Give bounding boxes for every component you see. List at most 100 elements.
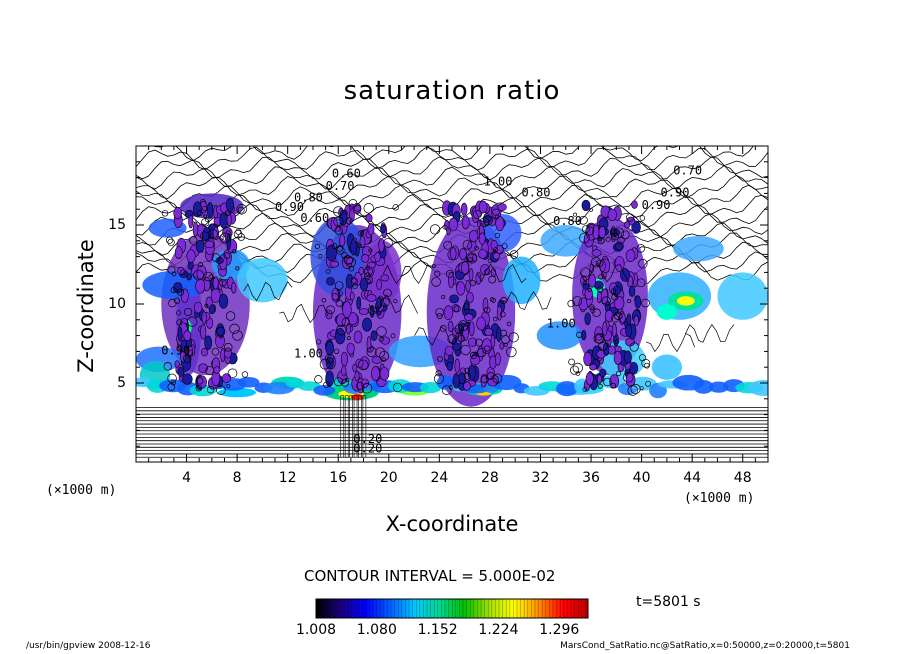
contour-line <box>358 395 362 458</box>
speckle <box>177 326 183 342</box>
speckle <box>476 316 486 331</box>
speckle <box>628 285 636 297</box>
contour-scribble <box>493 247 499 252</box>
speckle <box>346 342 355 355</box>
speckle <box>224 347 232 359</box>
contour-line <box>684 323 735 343</box>
speckle <box>447 271 455 289</box>
speckle <box>331 288 339 303</box>
contour-scribble <box>319 358 331 370</box>
contour-scribble <box>224 210 231 217</box>
contour-scribble <box>364 272 371 280</box>
speckle <box>374 252 381 263</box>
speckle <box>480 373 487 388</box>
speckle <box>449 294 459 304</box>
contour-scribble <box>644 362 650 369</box>
saturation-band <box>313 385 336 396</box>
speckle <box>325 340 334 356</box>
speckle <box>340 351 348 367</box>
contour-scribble <box>429 224 441 235</box>
speckle <box>588 273 597 288</box>
speckle <box>342 301 352 318</box>
contour-scribble <box>613 311 623 321</box>
speckle <box>180 288 189 303</box>
contour-scribble <box>472 209 482 219</box>
y-tick-label: 10 <box>108 296 126 312</box>
speckle <box>183 330 192 342</box>
speckle <box>613 296 625 310</box>
speckle <box>186 249 196 263</box>
speckle <box>354 370 360 382</box>
contour-scribble <box>594 333 605 344</box>
contour-scribble <box>567 300 575 308</box>
speckle <box>607 208 617 222</box>
contour-label: 0.80 <box>553 214 582 228</box>
x-tick-label: 16 <box>329 470 348 486</box>
speckle <box>339 234 346 247</box>
saturation-region <box>536 321 583 350</box>
speckle <box>448 217 458 232</box>
contour-scribble <box>357 243 362 249</box>
speckle <box>174 246 183 260</box>
speckle <box>217 278 223 291</box>
contour-scribble <box>357 359 369 371</box>
speckle <box>585 372 594 386</box>
speckle <box>366 336 372 353</box>
contour-scribble <box>334 281 344 290</box>
speckle <box>359 278 369 291</box>
speckle <box>625 324 632 338</box>
contour-scribble <box>579 232 590 244</box>
contour-scribble <box>375 347 386 358</box>
contour-scribble <box>474 245 479 251</box>
x-tick-label: 36 <box>582 470 600 486</box>
contour-scribble <box>223 252 231 259</box>
saturation-region <box>502 256 541 304</box>
contour-scribble <box>227 368 238 379</box>
contour-scribble <box>597 383 603 389</box>
speckle <box>378 237 385 253</box>
contour-line <box>349 395 353 458</box>
contour-scribble <box>576 331 583 338</box>
speckle <box>478 200 488 214</box>
x-tick-label: 48 <box>733 470 752 486</box>
speckle <box>614 255 625 272</box>
saturation-band <box>556 381 579 397</box>
y-axis-unit: (×1000 m) <box>46 483 117 498</box>
contour-scribble <box>343 255 354 265</box>
contour-scribble <box>611 293 619 301</box>
contour-scribble <box>636 244 646 253</box>
contour-scribble <box>357 230 364 237</box>
contour-scribble <box>334 226 343 235</box>
contour-scribble <box>499 311 506 318</box>
contour-scribble <box>215 326 226 337</box>
speckle <box>204 335 213 350</box>
speckle <box>213 366 221 374</box>
contour-scribble <box>434 270 441 277</box>
contour-scribble <box>363 203 374 214</box>
speckle <box>633 315 639 327</box>
speckle <box>612 242 624 252</box>
speckle <box>174 360 180 368</box>
speckle <box>334 327 346 345</box>
contour-scribble <box>235 228 242 235</box>
x-tick-label: 44 <box>683 470 702 486</box>
speckle <box>468 268 474 282</box>
speckle <box>495 216 505 232</box>
contour-scribble <box>627 385 638 396</box>
contour-label: 0.60 <box>300 211 329 225</box>
contour-scribble <box>163 362 173 371</box>
speckle <box>464 313 474 322</box>
y-tick-label: 5 <box>117 375 126 391</box>
speckle <box>600 288 609 305</box>
speckle <box>201 311 207 325</box>
contour-scribble <box>341 378 350 387</box>
saturation-region <box>673 236 724 262</box>
speckle <box>490 268 497 277</box>
speckle <box>490 334 496 348</box>
speckle <box>358 267 364 275</box>
speckle <box>624 221 631 229</box>
saturation-band <box>237 376 260 388</box>
speckle <box>470 355 481 366</box>
contour-scribble <box>183 307 193 317</box>
contour-scribble <box>506 321 512 327</box>
